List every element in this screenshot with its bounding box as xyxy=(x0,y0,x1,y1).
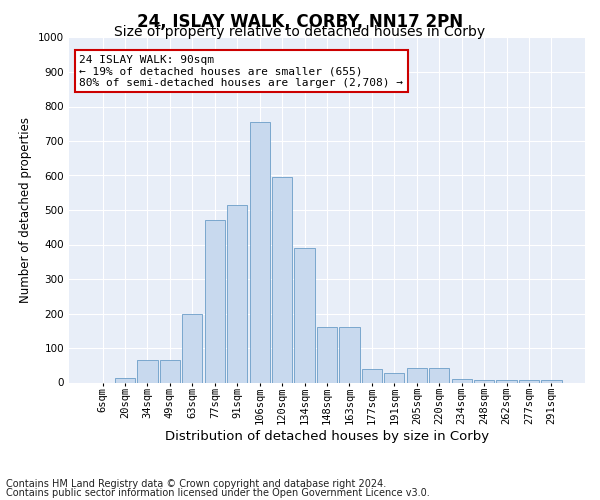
Text: Contains public sector information licensed under the Open Government Licence v3: Contains public sector information licen… xyxy=(6,488,430,498)
Bar xyxy=(182,314,202,382)
Text: 24, ISLAY WALK, CORBY, NN17 2PN: 24, ISLAY WALK, CORBY, NN17 2PN xyxy=(137,12,463,30)
Bar xyxy=(340,328,359,382)
Text: 24 ISLAY WALK: 90sqm
← 19% of detached houses are smaller (655)
80% of semi-deta: 24 ISLAY WALK: 90sqm ← 19% of detached h… xyxy=(79,54,403,88)
X-axis label: Distribution of detached houses by size in Corby: Distribution of detached houses by size … xyxy=(165,430,489,442)
Text: Contains HM Land Registry data © Crown copyright and database right 2024.: Contains HM Land Registry data © Crown c… xyxy=(6,479,386,489)
Bar xyxy=(295,248,314,382)
Bar xyxy=(115,378,135,382)
Bar xyxy=(317,328,337,382)
Bar xyxy=(362,368,382,382)
Bar xyxy=(541,380,562,382)
Bar xyxy=(474,380,494,382)
Bar xyxy=(205,220,225,382)
Bar xyxy=(496,380,517,382)
Bar xyxy=(272,177,292,382)
Bar xyxy=(250,122,270,382)
Text: Size of property relative to detached houses in Corby: Size of property relative to detached ho… xyxy=(115,25,485,39)
Y-axis label: Number of detached properties: Number of detached properties xyxy=(19,117,32,303)
Bar xyxy=(384,373,404,382)
Bar xyxy=(429,368,449,382)
Bar xyxy=(160,360,180,382)
Bar xyxy=(519,380,539,382)
Bar xyxy=(452,379,472,382)
Bar xyxy=(137,360,158,382)
Bar xyxy=(407,368,427,382)
Bar xyxy=(227,205,247,382)
